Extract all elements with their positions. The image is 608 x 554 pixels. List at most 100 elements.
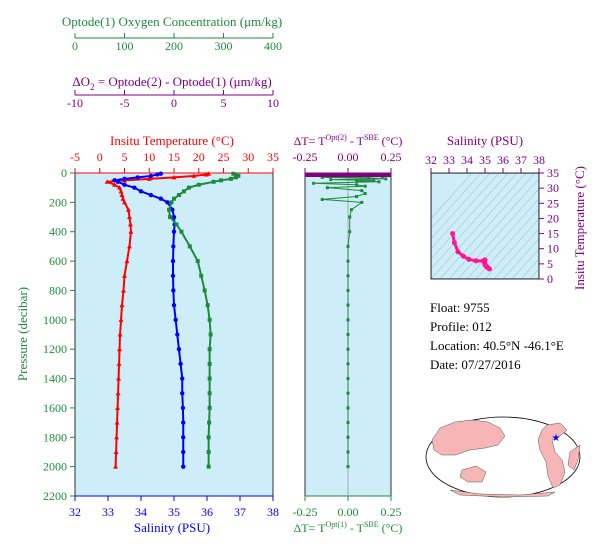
delta-t-bottom-tick-label: 0.25 [381, 505, 402, 519]
oxygen-tick-label: 400 [264, 39, 282, 53]
delta-t-point [346, 259, 350, 263]
delta-o2-tick-label: -5 [120, 96, 130, 110]
world-map: ★ [425, 416, 581, 498]
density-contour [431, 173, 491, 240]
delta-t-point [346, 244, 350, 248]
delta-t-point [346, 318, 350, 322]
delta-t-top-title: ΔT= TOpt(2) - TSBE (°C) [294, 133, 403, 148]
delta-t-point [312, 181, 316, 185]
ts-point [473, 258, 479, 264]
float-info: Float: 9755 Profile: 012 Location: 40.5°… [430, 300, 564, 376]
temperature-point [118, 188, 124, 194]
temperature-tick-label: 25 [218, 150, 230, 164]
ts-point [450, 231, 456, 237]
dt-top-b: - T [347, 134, 365, 148]
oxygen-point [179, 229, 184, 234]
temperature-point [114, 420, 120, 425]
pressure-tick-label: 2200 [43, 489, 67, 503]
oxygen-point [208, 332, 213, 337]
dt-top-c: (°C) [379, 134, 403, 148]
delta-o2-tick-label: 0 [171, 96, 177, 110]
delta-t-surface-bar [305, 173, 391, 177]
delta-t-point [348, 215, 352, 219]
map-land-africa [567, 444, 581, 471]
float-location-marker: ★ [552, 433, 561, 444]
temperature-point [121, 287, 127, 293]
delta-t-point [346, 377, 350, 381]
oxygen-point [181, 189, 186, 194]
pressure-tick-label: 0 [61, 166, 67, 180]
ts-salinity-title: Salinity (PSU) [447, 133, 523, 148]
temperature-point [116, 361, 122, 366]
delta-t-point [346, 435, 350, 439]
pressure-tick-label: 800 [49, 283, 67, 297]
temperature-point [120, 196, 126, 201]
dt-top-sup1: Opt(2) [326, 133, 348, 142]
ts-salinity-tick-label: 32 [425, 153, 437, 167]
oxygen-tick-label: 100 [116, 39, 134, 53]
delta-t-point [346, 450, 350, 454]
temperature-point [122, 273, 127, 278]
ts-salinity-tick-label: 36 [497, 153, 509, 167]
dt-bot-b: - T [347, 521, 365, 535]
date: Date: 07/27/2016 [430, 357, 521, 372]
delta-t-point [346, 333, 350, 336]
salinity-point [155, 172, 160, 177]
temperature-point [128, 229, 134, 234]
salinity-point [180, 405, 186, 411]
delta-o2-axis-title: ΔO2 = Optode(2) - Optode(1) (μm/kg) [72, 74, 271, 92]
density-contour [493, 228, 539, 279]
delta-t-point [346, 465, 350, 469]
oxygen-point [168, 215, 173, 220]
oxygen-point [207, 376, 212, 381]
delta-t-point [320, 175, 324, 179]
delta-t-point [360, 200, 364, 204]
delta-t-point [320, 197, 324, 201]
ts-temperature-tick-label: 10 [547, 242, 559, 256]
density-contour [431, 173, 473, 220]
salinity-point [171, 214, 177, 220]
ts-point [451, 240, 457, 246]
density-contour [439, 173, 536, 279]
oxygen-point [174, 222, 179, 227]
ts-temperature-tick-label: 20 [547, 211, 559, 225]
ts-temperature-tick-label: 35 [547, 166, 559, 180]
dt-top-sup2: SBE [364, 133, 379, 142]
pressure-tick-label: 400 [49, 225, 67, 239]
oxygen-point [206, 464, 211, 469]
salinity-point [170, 273, 176, 278]
salinity-point [178, 361, 183, 367]
ts-temperature-title: Insitu Temperature (°C) [572, 166, 587, 290]
ts-point [460, 253, 466, 259]
salinity-point [171, 244, 176, 249]
delta-t-point [363, 192, 367, 196]
oxygen-point [228, 176, 233, 181]
density-contour [520, 258, 539, 279]
pressure-tick-label: 1000 [43, 313, 67, 327]
delta-t-point [348, 230, 352, 234]
density-contour [431, 173, 518, 270]
density-contour [484, 218, 539, 279]
oxygen-point [233, 172, 238, 177]
temperature-point [125, 207, 131, 212]
temperature-point [126, 243, 132, 249]
delta-t-point [346, 274, 350, 278]
oxygen-point [206, 449, 211, 454]
salinity-point [171, 229, 177, 234]
float-id: Float: 9755 [430, 300, 490, 315]
temperature-point [126, 214, 132, 220]
delta-t-bottom-tick-label: -0.25 [293, 505, 318, 519]
density-contour [529, 268, 539, 279]
delta-o2-title-rest: = Optode(2) - Optode(1) (μm/kg) [95, 74, 272, 89]
temperature-tick-label: 10 [143, 150, 155, 164]
ts-temperature-tick-label: 0 [547, 272, 553, 286]
delta-t-point [346, 347, 350, 351]
profile-id: Profile: 012 [430, 319, 492, 334]
delta-t-point [325, 186, 329, 190]
salinity-point [122, 182, 127, 187]
salinity-point [148, 192, 154, 198]
temperature-point [127, 221, 133, 227]
delta-t-top-tick-label: 0.25 [381, 150, 402, 164]
temperature-point [203, 171, 209, 177]
dt-top-a: ΔT= T [294, 134, 327, 148]
